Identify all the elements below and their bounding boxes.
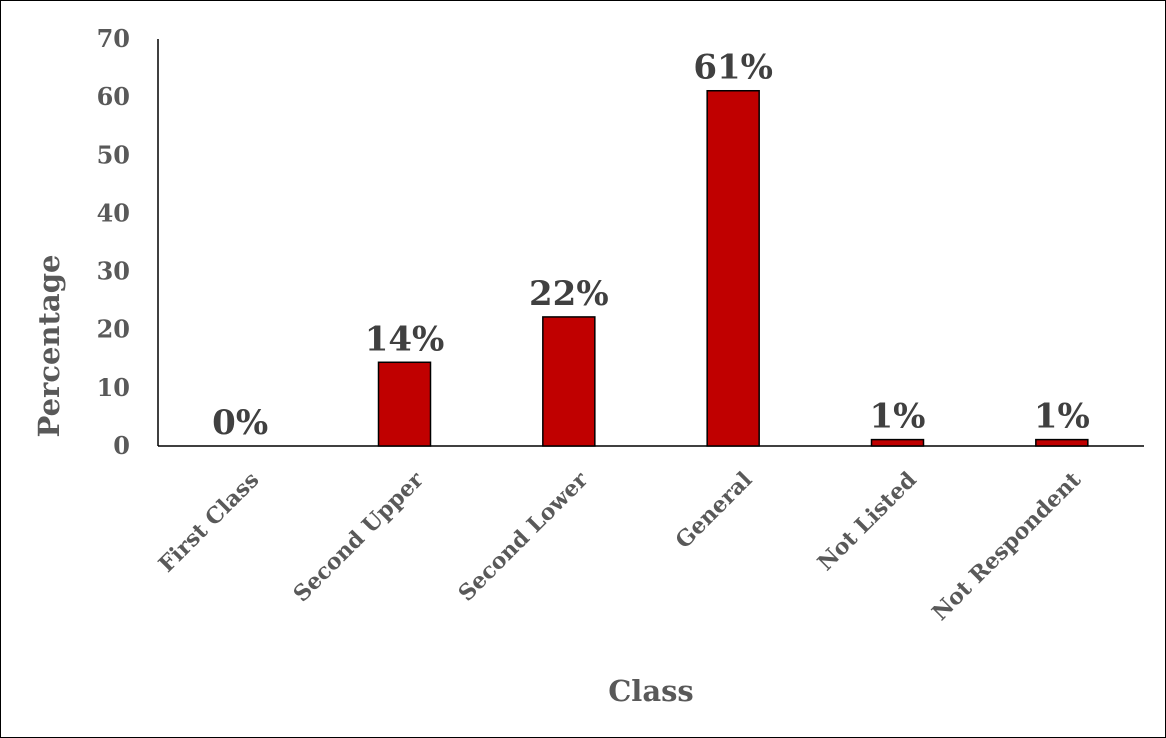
y-tick-label: 20 [97, 315, 130, 344]
y-tick-label: 60 [97, 82, 130, 111]
bar [870, 438, 925, 447]
bars [377, 89, 1089, 447]
x-axis-title: Class [608, 674, 694, 708]
x-tick-label: Not Respondent [927, 466, 1087, 626]
data-labels: 0% 14% 22% 61% 1% 1% [212, 48, 1090, 443]
data-label: 1% [870, 397, 926, 437]
x-tick-label: Second Lower [453, 467, 593, 607]
bar [377, 361, 432, 447]
y-tick-label: 30 [97, 257, 130, 286]
x-tick-label: General [670, 467, 757, 554]
data-label: 22% [529, 274, 609, 314]
data-label: 14% [365, 319, 445, 359]
data-label: 0% [212, 403, 268, 443]
y-tick-label: 50 [97, 140, 130, 169]
x-tick-label: Second Upper [288, 467, 429, 608]
bar [1035, 438, 1089, 447]
y-axis-title: Percentage [32, 255, 66, 438]
x-tick-label: Not Listed [813, 467, 922, 576]
y-axis: 0 10 20 30 40 50 60 70 [97, 24, 159, 460]
x-tick-labels: First Class Second Upper Second Lower Gener… [154, 466, 1087, 626]
bar [542, 316, 596, 447]
y-tick-label: 40 [97, 198, 130, 227]
y-tick-label: 70 [97, 24, 130, 53]
x-tick-label: First Class [154, 467, 265, 578]
y-tick-label: 0 [113, 431, 130, 460]
y-tick-label: 10 [97, 373, 130, 402]
data-label: 1% [1034, 397, 1090, 437]
data-label: 61% [693, 48, 773, 88]
bar [706, 89, 760, 447]
